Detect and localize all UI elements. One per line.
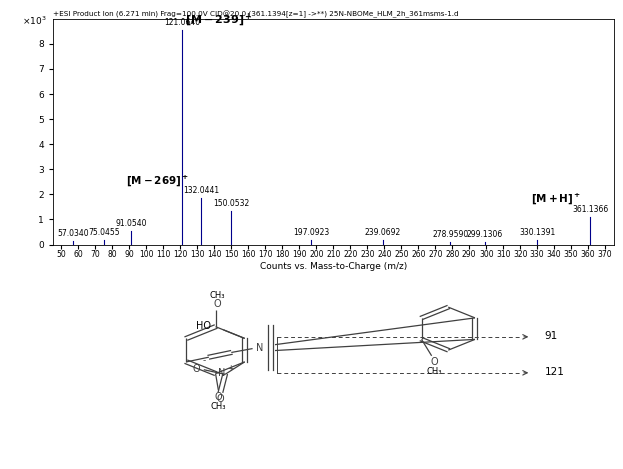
Text: 361.1366: 361.1366 (572, 205, 608, 214)
Text: O: O (214, 299, 221, 310)
X-axis label: Counts vs. Mass-to-Charge (m/z): Counts vs. Mass-to-Charge (m/z) (260, 262, 407, 271)
Text: $\mathbf{[M+H]^+}$: $\mathbf{[M+H]^+}$ (531, 191, 581, 206)
Text: +ESI Product Ion (6.271 min) Frag=100.0V CID@20.0 (361.1394[z=1] ->**) 25N-NBOMe: +ESI Product Ion (6.271 min) Frag=100.0V… (53, 10, 459, 18)
Text: N: N (255, 343, 263, 353)
Text: O: O (192, 364, 200, 374)
Text: CH₃: CH₃ (211, 402, 226, 411)
Text: O: O (217, 393, 224, 404)
Text: +: + (227, 364, 234, 373)
Text: 299.1306: 299.1306 (467, 229, 503, 239)
Text: 91.0540: 91.0540 (115, 219, 147, 228)
Text: N: N (218, 368, 226, 378)
Text: 57.0340: 57.0340 (57, 229, 89, 238)
Text: 239.0692: 239.0692 (364, 228, 401, 237)
Text: 197.0923: 197.0923 (293, 228, 330, 237)
Text: O: O (214, 392, 222, 402)
Text: CH₃: CH₃ (209, 291, 225, 300)
Text: -: - (202, 356, 206, 366)
Text: CH₃: CH₃ (426, 367, 442, 376)
Text: 150.0532: 150.0532 (213, 199, 250, 208)
Text: 132.0441: 132.0441 (183, 186, 219, 195)
Text: 278.9590: 278.9590 (432, 229, 468, 239)
Text: 121: 121 (545, 367, 564, 377)
Text: 91: 91 (545, 331, 558, 341)
Text: $\mathbf{[M-239]^+}$: $\mathbf{[M-239]^+}$ (186, 11, 253, 28)
Text: 75.0455: 75.0455 (88, 227, 120, 236)
Text: $\times10^3$: $\times10^3$ (22, 14, 47, 27)
Text: HO: HO (196, 320, 211, 331)
Text: 330.1391: 330.1391 (520, 228, 556, 237)
Text: 121.0640: 121.0640 (164, 18, 200, 27)
Text: $\mathbf{[M-269]^+}$: $\mathbf{[M-269]^+}$ (126, 174, 189, 188)
Text: O: O (430, 357, 438, 367)
